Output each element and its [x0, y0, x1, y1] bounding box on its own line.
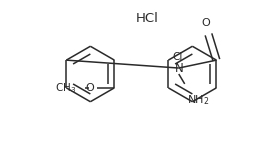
Text: O: O [201, 18, 210, 28]
Text: Cl: Cl [172, 52, 183, 62]
Text: CH$_3$: CH$_3$ [55, 81, 76, 95]
Text: HCl: HCl [136, 12, 158, 25]
Text: O: O [86, 83, 94, 93]
Text: N: N [174, 62, 183, 75]
Text: NH$_2$: NH$_2$ [187, 93, 209, 107]
